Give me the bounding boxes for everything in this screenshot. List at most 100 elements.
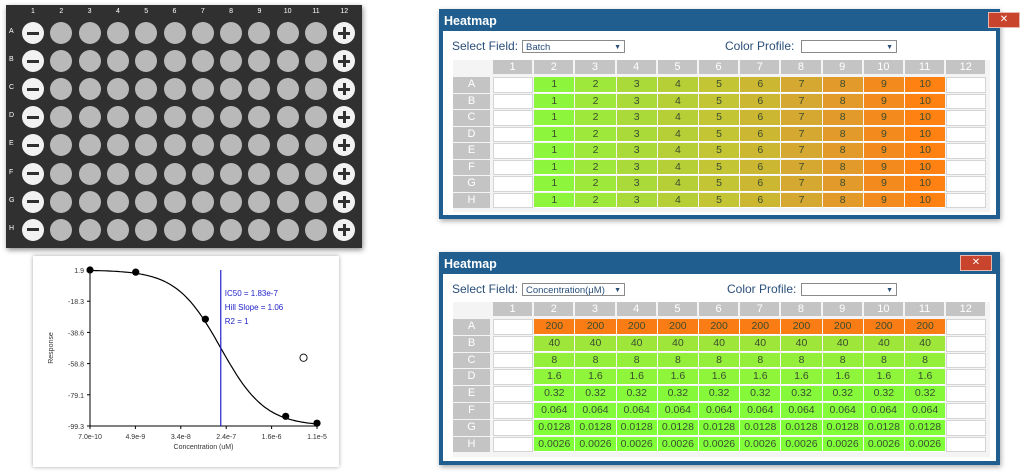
heatmap-cell[interactable]: 40 — [534, 335, 575, 352]
heatmap-cell[interactable]: 6 — [740, 110, 781, 126]
heatmap-cell[interactable]: 0.0128 — [863, 419, 904, 436]
plate-well[interactable] — [78, 106, 101, 129]
plate-well[interactable] — [248, 162, 271, 185]
heatmap-cell[interactable] — [946, 159, 987, 175]
plate-well[interactable] — [276, 134, 299, 157]
heatmap-cell[interactable] — [946, 403, 987, 419]
heatmap-cell[interactable]: 5 — [699, 93, 740, 109]
heatmap-cell[interactable]: 200 — [822, 319, 863, 335]
heatmap-cell[interactable]: 3 — [616, 159, 657, 175]
heatmap-cell[interactable] — [493, 335, 534, 352]
heatmap-cell[interactable]: 0.0128 — [740, 419, 781, 436]
heatmap-cell[interactable]: 2 — [575, 110, 616, 126]
heatmap-cell[interactable]: 1.6 — [699, 369, 740, 386]
heatmap-cell[interactable]: 1 — [534, 143, 575, 159]
plus-icon[interactable] — [333, 50, 356, 73]
minus-icon[interactable] — [22, 134, 44, 157]
heatmap-cell[interactable]: 10 — [905, 176, 946, 192]
heatmap-cell[interactable]: 0.0026 — [616, 436, 657, 453]
heatmap-cell[interactable]: 3 — [616, 77, 657, 93]
heatmap-cell[interactable]: 10 — [905, 126, 946, 142]
plate-well[interactable] — [135, 162, 158, 185]
heatmap-cell[interactable]: 4 — [657, 77, 698, 93]
plate-well[interactable] — [248, 106, 271, 129]
plate-well[interactable] — [191, 106, 214, 129]
heatmap-cell[interactable]: 1.6 — [534, 369, 575, 386]
heatmap-cell[interactable]: 0.0026 — [575, 436, 616, 453]
heatmap-cell[interactable]: 8 — [822, 352, 863, 369]
heatmap-cell[interactable]: 1.6 — [863, 369, 904, 386]
heatmap-cell[interactable] — [493, 159, 534, 175]
heatmap-cell[interactable]: 0.32 — [616, 386, 657, 402]
heatmap-cell[interactable]: 0.0128 — [534, 419, 575, 436]
heatmap-cell[interactable] — [946, 386, 987, 402]
plate-well[interactable] — [135, 106, 158, 129]
heatmap-cell[interactable]: 200 — [863, 319, 904, 335]
plus-icon[interactable] — [333, 106, 356, 129]
heatmap-cell[interactable]: 0.0128 — [699, 419, 740, 436]
heatmap-cell[interactable] — [493, 143, 534, 159]
heatmap-cell[interactable]: 0.32 — [657, 386, 698, 402]
plate-well[interactable] — [220, 190, 243, 213]
heatmap-cell[interactable]: 5 — [699, 143, 740, 159]
heatmap-cell[interactable]: 40 — [781, 335, 822, 352]
heatmap-cell[interactable]: 0.0026 — [657, 436, 698, 453]
heatmap-cell[interactable]: 7 — [781, 110, 822, 126]
plate-well[interactable] — [106, 78, 129, 101]
heatmap-cell[interactable]: 2 — [575, 176, 616, 192]
heatmap-cell[interactable]: 0.32 — [905, 386, 946, 402]
heatmap-cell[interactable]: 0.0128 — [905, 419, 946, 436]
minus-icon[interactable] — [22, 78, 44, 101]
heatmap-cell[interactable]: 5 — [699, 192, 740, 208]
heatmap-cell[interactable]: 0.064 — [905, 403, 946, 419]
plate-well[interactable] — [305, 218, 327, 241]
minus-icon[interactable] — [22, 218, 44, 241]
plate-well[interactable] — [191, 22, 214, 44]
plate-well[interactable] — [50, 50, 73, 73]
plate-well[interactable] — [50, 190, 73, 213]
plus-icon[interactable] — [333, 22, 356, 44]
plate-well[interactable] — [276, 190, 299, 213]
heatmap-cell[interactable] — [493, 126, 534, 142]
plate-well[interactable] — [78, 190, 101, 213]
plate-well[interactable] — [248, 78, 271, 101]
heatmap-cell[interactable]: 8 — [534, 352, 575, 369]
heatmap-cell[interactable]: 4 — [657, 159, 698, 175]
heatmap-cell[interactable]: 8 — [822, 192, 863, 208]
plate-well[interactable] — [78, 218, 101, 241]
heatmap-cell[interactable]: 4 — [657, 93, 698, 109]
heatmap-cell[interactable]: 8 — [822, 159, 863, 175]
heatmap-cell[interactable]: 8 — [740, 352, 781, 369]
plate-well[interactable] — [106, 22, 129, 44]
heatmap-cell[interactable]: 0.064 — [699, 403, 740, 419]
heatmap-cell[interactable] — [946, 436, 987, 453]
minus-icon[interactable] — [22, 106, 44, 129]
plate-well[interactable] — [106, 134, 129, 157]
heatmap-cell[interactable]: 0.064 — [616, 403, 657, 419]
heatmap-cell[interactable] — [946, 335, 987, 352]
heatmap-cell[interactable] — [493, 110, 534, 126]
plate-well[interactable] — [276, 106, 299, 129]
plate-well[interactable] — [305, 78, 327, 101]
heatmap-cell[interactable] — [946, 93, 987, 109]
plate-well[interactable] — [220, 218, 243, 241]
minus-icon[interactable] — [22, 190, 44, 213]
plus-icon[interactable] — [333, 134, 356, 157]
plate-well[interactable] — [220, 78, 243, 101]
heatmap-cell[interactable]: 7 — [781, 77, 822, 93]
heatmap-cell[interactable] — [493, 403, 534, 419]
heatmap-cell[interactable]: 0.064 — [740, 403, 781, 419]
heatmap-cell[interactable]: 1 — [534, 110, 575, 126]
plate-well[interactable] — [106, 162, 129, 185]
heatmap-cell[interactable] — [946, 419, 987, 436]
heatmap-cell[interactable]: 8 — [822, 143, 863, 159]
heatmap-cell[interactable]: 5 — [699, 126, 740, 142]
select-field-dropdown[interactable]: Concentration(μM) ▼ — [522, 283, 625, 296]
heatmap-cell[interactable]: 8 — [822, 126, 863, 142]
heatmap-cell[interactable]: 9 — [863, 159, 904, 175]
plus-icon[interactable] — [333, 218, 356, 241]
plate-well[interactable] — [248, 218, 271, 241]
heatmap-cell[interactable]: 4 — [657, 143, 698, 159]
heatmap-cell[interactable]: 3 — [616, 176, 657, 192]
plate-well[interactable] — [106, 190, 129, 213]
